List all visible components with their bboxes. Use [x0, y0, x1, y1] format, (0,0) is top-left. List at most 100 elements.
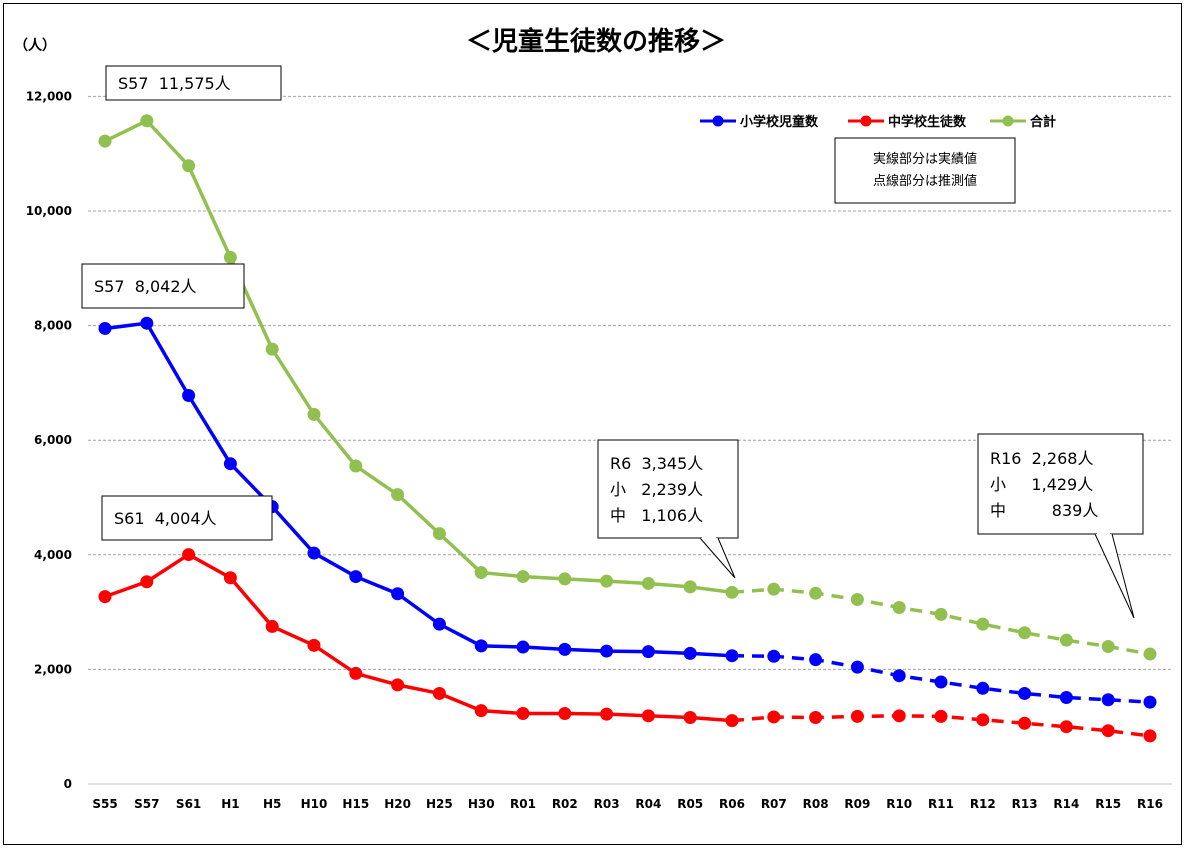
- data-point: [934, 709, 948, 723]
- annotation-text: R6 3,345人: [610, 454, 703, 473]
- x-tick-label: R15: [1095, 797, 1121, 811]
- data-point: [516, 570, 530, 584]
- data-point: [349, 570, 363, 584]
- data-point: [850, 592, 864, 606]
- x-tick-label: H15: [342, 797, 369, 811]
- data-point: [265, 342, 279, 356]
- data-point: [767, 582, 781, 596]
- y-tick-label: 6,000: [34, 433, 72, 447]
- x-tick-label: R10: [886, 797, 912, 811]
- data-point: [140, 114, 154, 128]
- data-point: [809, 711, 823, 725]
- y-tick-label: 4,000: [34, 548, 72, 562]
- data-point: [767, 710, 781, 724]
- data-point: [976, 617, 990, 631]
- data-point: [641, 645, 655, 659]
- x-tick-label: H25: [426, 797, 453, 811]
- data-point: [474, 639, 488, 653]
- annotation-text: 中 839人: [990, 501, 1098, 520]
- data-point: [725, 585, 739, 599]
- data-point: [391, 587, 405, 601]
- annotation-box: [977, 433, 1144, 535]
- annotation-text: 小 1,429人: [990, 475, 1093, 494]
- data-point: [474, 566, 488, 580]
- x-tick-label: R05: [677, 797, 703, 811]
- data-point: [850, 709, 864, 723]
- y-tick-label: 0: [64, 777, 72, 791]
- x-tick-label: R03: [594, 797, 620, 811]
- data-point: [391, 678, 405, 692]
- data-point: [934, 675, 948, 689]
- x-tick-label: R12: [970, 797, 996, 811]
- data-point: [892, 601, 906, 615]
- data-point: [1059, 633, 1073, 647]
- data-point: [349, 459, 363, 473]
- note-text: 実線部分は実績値: [873, 151, 977, 167]
- y-axis-unit: （人）: [14, 37, 56, 54]
- annotation-text: R16 2,268人: [990, 449, 1093, 468]
- legend-marker: [860, 115, 872, 127]
- annotation-text: S61 4,004人: [114, 509, 217, 528]
- annotation-text: S57 11,575人: [118, 74, 231, 93]
- data-point: [1059, 720, 1073, 734]
- x-tick-label: S55: [92, 797, 117, 811]
- data-point: [850, 660, 864, 674]
- data-point: [767, 649, 781, 663]
- y-tick-label: 2,000: [34, 662, 72, 676]
- legend-label: 合計: [1030, 114, 1056, 130]
- x-tick-label: R11: [928, 797, 954, 811]
- data-point: [600, 707, 614, 721]
- data-point: [1018, 686, 1032, 700]
- data-point: [516, 640, 530, 654]
- x-tick-label: R14: [1053, 797, 1079, 811]
- data-point: [1059, 690, 1073, 704]
- legend-label: 小学校児童数: [740, 114, 819, 130]
- data-point: [307, 407, 321, 421]
- data-point: [474, 704, 488, 718]
- data-point: [892, 669, 906, 683]
- data-point: [683, 580, 697, 594]
- data-point: [976, 713, 990, 727]
- data-point: [976, 681, 990, 695]
- data-point: [725, 714, 739, 728]
- data-point: [1101, 693, 1115, 707]
- data-point: [558, 572, 572, 586]
- data-point: [391, 488, 405, 502]
- data-point: [307, 546, 321, 560]
- series-line-actual: [104, 552, 733, 723]
- data-point: [140, 316, 154, 330]
- note-box: [834, 137, 1016, 204]
- annotation-text: 中 1,106人: [610, 506, 703, 525]
- x-tick-label: H5: [263, 797, 281, 811]
- data-point: [809, 586, 823, 600]
- data-point: [558, 642, 572, 656]
- data-point: [641, 576, 655, 590]
- annotation-pointer: [1094, 533, 1135, 619]
- data-point: [98, 134, 112, 148]
- data-point: [725, 649, 739, 663]
- x-tick-label: H20: [384, 797, 411, 811]
- data-point: [558, 707, 572, 721]
- annotation-text: S57 8,042人: [94, 277, 197, 296]
- annotation-box: [81, 263, 245, 309]
- data-point: [140, 575, 154, 589]
- data-point: [432, 617, 446, 631]
- series-line-actual: [104, 321, 733, 658]
- annotation-text: 小 2,239人: [610, 480, 703, 499]
- data-point: [641, 709, 655, 723]
- x-tick-label: R07: [761, 797, 787, 811]
- x-tick-label: H1: [221, 797, 239, 811]
- data-point: [223, 250, 237, 264]
- data-point: [600, 644, 614, 658]
- x-tick-label: H10: [301, 797, 328, 811]
- legend-marker: [1002, 115, 1014, 127]
- x-tick-label: R09: [844, 797, 870, 811]
- data-point: [892, 709, 906, 723]
- data-point: [1143, 647, 1157, 661]
- data-point: [307, 638, 321, 652]
- data-point: [1018, 716, 1032, 730]
- data-point: [516, 707, 530, 721]
- y-tick-label: 10,000: [26, 204, 72, 218]
- data-point: [934, 607, 948, 621]
